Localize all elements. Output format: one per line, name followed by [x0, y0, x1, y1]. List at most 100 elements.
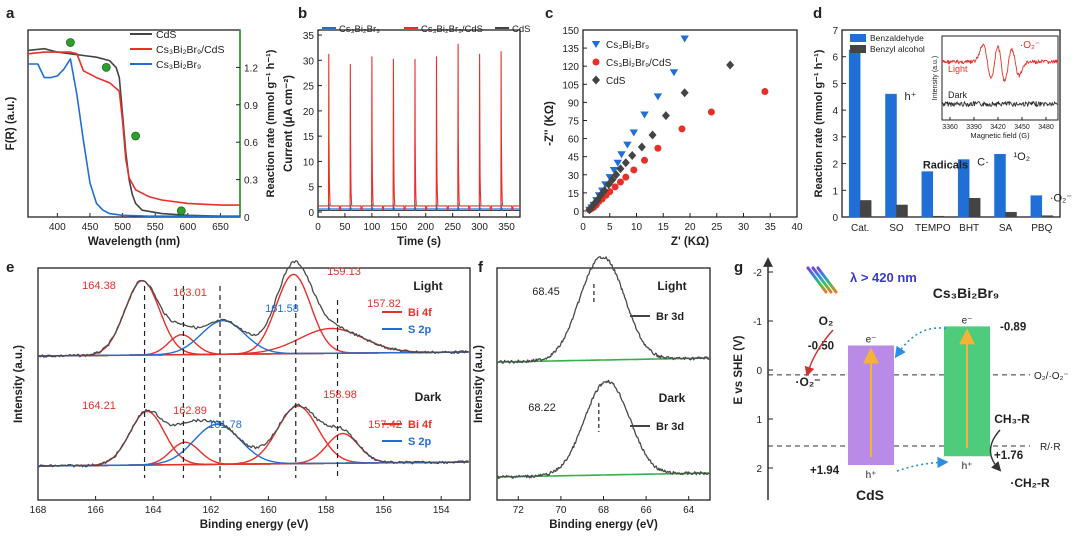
electron-label: e⁻	[962, 315, 973, 326]
legend-marker	[591, 41, 601, 48]
panel-b-x-tick-label: 250	[444, 222, 461, 233]
panel-e: e 168 166 164 162 160 158 156 154 Binding energy …	[6, 259, 471, 531]
peak-label-light: 164.38	[82, 280, 116, 292]
light-s2p-component	[38, 320, 469, 357]
panel-e-ylabel: Intensity (a.u.)	[13, 345, 25, 423]
data-point-dark	[596, 190, 605, 200]
redox-label-o2: O₂/·O₂⁻	[1034, 371, 1069, 382]
redox-label-r: R/·R	[1040, 442, 1061, 453]
panel-c-y-tick-label: 0	[573, 207, 579, 218]
peak-label-dark: 162.89	[173, 405, 207, 417]
dark-legend-label: S 2p	[408, 436, 432, 448]
light-measured-spectrum	[37, 260, 469, 358]
bar-annotation: ¹O₂	[1014, 151, 1031, 163]
data-point-red	[654, 144, 662, 152]
hole-label: h⁺	[866, 470, 877, 481]
panel-a-x-tick-label: 600	[179, 222, 196, 233]
light-legend-label: Bi 4f	[408, 307, 432, 319]
plot-frame	[37, 267, 471, 501]
panel-e-x-tick-label: 166	[87, 505, 104, 516]
electron-label: e⁻	[866, 335, 877, 346]
data-point-dark	[680, 88, 689, 98]
data-point-dark	[661, 111, 670, 121]
energy-axis-label: E vs SHE (V)	[733, 335, 745, 404]
legend-label: CdS	[156, 29, 176, 41]
bar-benzyl-alcohol	[968, 198, 981, 218]
panel-c-y-tick-label: 75	[568, 116, 580, 127]
panel-a-y2-tick-label: 0.3	[244, 176, 258, 187]
data-point-blue	[680, 35, 689, 43]
legend-label: Cs₃Bi₂Br₉/CdS	[606, 58, 672, 69]
panel-a-y2label: Reaction rate (mmol g⁻¹ h⁻¹)	[265, 49, 277, 197]
plot-frame	[317, 29, 521, 218]
data-point-red	[622, 173, 630, 181]
panel-f-x-tick-label: 66	[641, 505, 653, 516]
panel-c-x-tick-label: 0	[580, 222, 586, 233]
inset-xlabel: Magnetic field (G)	[970, 131, 1030, 140]
legend-label: Cs₃Bi₂Br₉	[339, 24, 380, 35]
dark-measured-spectrum	[496, 379, 710, 480]
light-ray-icon	[816, 266, 838, 294]
data-point-dark	[608, 175, 617, 185]
legend-label: Cs₃Bi₂Br₉	[606, 40, 649, 51]
dark-legend-label: Bi 4f	[408, 419, 432, 431]
plot-frame	[496, 267, 711, 501]
light-condition-label: λ > 420 nm	[850, 270, 917, 285]
condition-label-light: Light	[657, 279, 686, 293]
data-point-red	[630, 166, 638, 174]
panel-c-y-tick-label: 60	[568, 135, 580, 146]
data-point-dark	[637, 142, 646, 152]
dark-bi4f-component	[38, 410, 469, 467]
dark-bi4f-component	[38, 432, 469, 467]
legend-label: Benzyl alcohol	[870, 44, 925, 54]
legend-marker	[592, 58, 600, 66]
inset-ylabel: Intensity (a.u.)	[932, 56, 939, 100]
substrate-label: CH₃-R	[994, 412, 1030, 426]
rate-point	[66, 38, 75, 47]
rate-point	[176, 206, 186, 216]
legend-label: CdS	[512, 24, 530, 35]
legend-swatch	[850, 45, 866, 53]
bar-benzyl-alcohol	[1005, 211, 1017, 218]
panel-c-xlabel: Z' (KΩ)	[671, 236, 709, 248]
bar-benzyl-alcohol	[859, 200, 872, 218]
data-point-dark	[648, 130, 657, 140]
legend-label: Cs₃Bi₂Br₉/CdS	[421, 24, 483, 35]
condition-label-dark: Dark	[659, 391, 686, 405]
inset-tick-label: 3390	[966, 124, 982, 131]
panel-e-xlabel: Binding energy (eV)	[200, 519, 309, 531]
panel-label: f	[478, 259, 484, 276]
panel-b-y-tick-label: 0	[308, 208, 314, 219]
data-point-dark	[600, 185, 609, 195]
dark-measured-spectrum	[37, 403, 469, 468]
data-point-blue	[609, 166, 619, 174]
panel-c-y-tick-label: 90	[568, 98, 580, 109]
panel-d: d 0 1 2 3 4 5 6 7 Reaction rate (mmol g⁻¹ h⁻¹) Cat…	[813, 5, 1072, 234]
legend-swatch	[850, 34, 866, 42]
panel-label: b	[298, 5, 307, 22]
legend-marker	[592, 75, 600, 85]
bar-benzaldehyde	[921, 171, 934, 218]
series-line-cds	[317, 206, 521, 212]
inset-species-label: ·O₂⁻	[1020, 40, 1040, 51]
bar-benzyl-alcohol	[896, 204, 908, 218]
panel-c-x-tick-label: 30	[738, 222, 750, 233]
panel-f: f 72 70 68 66 64 Binding energy (eV) Intensity …	[473, 256, 711, 531]
panel-c-ylabel: -Z'' (KΩ)	[544, 101, 556, 146]
substrate-oxidation-arrow	[989, 429, 1002, 472]
panel-f-x-tick-label: 72	[513, 505, 525, 516]
panel-b-y-tick-label: 25	[303, 82, 315, 93]
peak-label-dark: 164.21	[82, 400, 116, 412]
category-label: TEMPO	[915, 223, 951, 234]
energy-tick-label: -2	[753, 268, 762, 279]
data-point-blue	[623, 141, 632, 149]
panel-d-y-tick-label: 6	[832, 53, 838, 64]
peak-label-light: 161.58	[265, 303, 299, 315]
rate-point	[101, 63, 111, 72]
hole-label: h⁺	[962, 461, 973, 472]
panel-c-y-tick-label: 120	[562, 62, 579, 73]
category-label: Cat.	[851, 223, 869, 234]
data-point-dark	[628, 150, 637, 160]
product-label: ·CH₂-R	[1010, 476, 1050, 490]
material-label-left: CdS	[856, 487, 884, 503]
